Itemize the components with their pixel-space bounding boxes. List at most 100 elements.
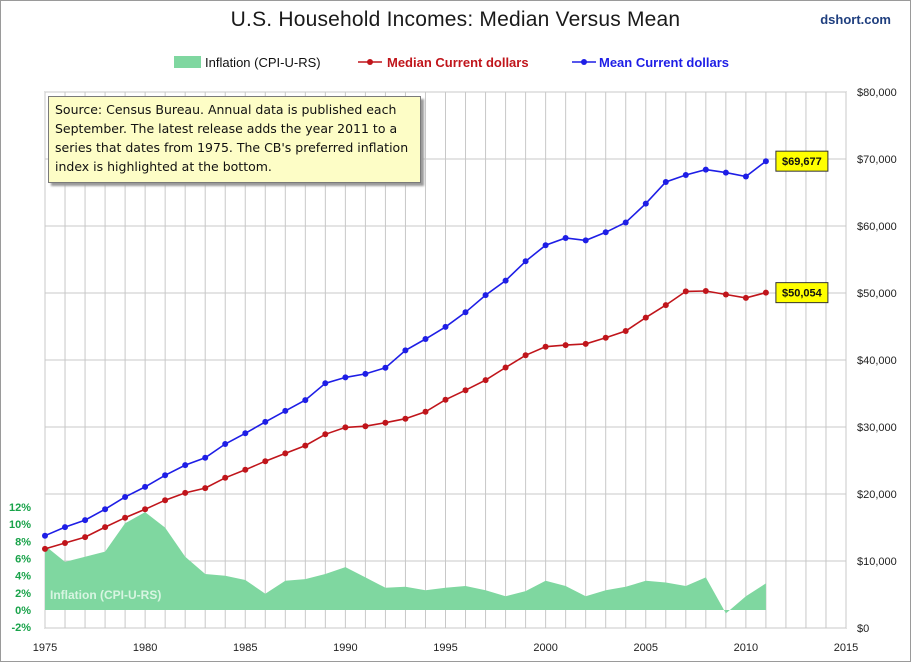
x-tick-label: 2000 [533,642,557,654]
median-point [622,328,629,334]
legend-swatch-inflation [174,56,201,68]
legend-marker-median [367,59,373,65]
median-point [602,334,609,341]
x-tick-label: 2010 [734,642,758,654]
x-tick-label: 2015 [834,642,858,654]
median-point [102,524,109,531]
median-point [142,506,149,513]
y-left-tick-label: 4% [15,571,31,583]
mean-callout-label: $69,677 [782,156,822,168]
inflation-area [45,512,766,614]
median-point [642,314,649,321]
median-point [82,534,89,541]
median-point [322,431,329,438]
mean-point [202,454,209,461]
mean-point [542,242,549,249]
chart-title: U.S. Household Incomes: Median Versus Me… [230,8,681,31]
mean-point [182,462,189,469]
mean-point [582,237,589,244]
median-point [722,291,729,298]
mean-point [342,374,349,381]
median-point [162,497,169,504]
mean-point [42,532,48,539]
mean-point [362,370,369,377]
median-point [422,408,429,415]
legend-label-median: Median Current dollars [387,55,529,70]
y-right-tick-label: $70,000 [857,154,897,166]
mean-point [562,235,569,241]
mean-point [142,483,149,490]
y-left-tick-label: 0% [15,605,31,617]
median-callout-label: $50,054 [782,288,823,300]
mean-point [602,229,609,236]
mean-point [382,364,389,371]
mean-point [442,323,449,330]
median-point [522,352,529,359]
mean-point [762,158,769,165]
legend-label-mean: Mean Current dollars [599,55,729,70]
mean-point [302,397,309,404]
legend-label-inflation: Inflation (CPI-U-RS) [205,55,321,70]
mean-point [642,200,649,207]
median-point [402,415,409,422]
median-point [282,450,289,457]
median-point [302,442,309,449]
mean-callout-box [775,150,829,172]
median-point [742,294,749,301]
median-point [502,364,509,371]
median-point [222,474,229,481]
x-tick-label: 1980 [133,642,157,654]
mean-point [122,494,129,500]
median-point [342,424,349,431]
y-right-tick-label: $30,000 [857,422,897,434]
mean-point [722,169,729,176]
mean-point [462,309,469,316]
mean-point [222,441,229,447]
median-point [42,545,48,552]
median-point [542,343,549,350]
median-point [702,288,709,294]
y-right-tick-label: $0 [857,623,869,635]
mean-point [102,506,109,513]
mean-point [422,336,429,342]
mean-point [162,472,169,479]
y-right-tick-label: $40,000 [857,355,897,367]
median-point [762,289,769,296]
y-left-tick-label: 12% [9,502,31,514]
y-left-tick-label: 2% [15,588,31,600]
source-note: Source: Census Bureau. Annual data is pu… [48,96,421,183]
inflation-area-label: Inflation (CPI-U-RS) [50,588,161,602]
median-point [382,419,389,426]
x-tick-label: 1990 [333,642,357,654]
median-point [482,377,489,384]
median-point [362,423,369,430]
y-right-tick-label: $50,000 [857,288,897,300]
median-point [262,458,269,465]
x-tick-label: 1985 [233,642,257,654]
mean-point [662,179,669,185]
mean-point [322,380,329,387]
median-point [582,340,589,347]
mean-point [82,517,89,524]
median-point [202,485,209,492]
mean-point [282,407,289,414]
mean-point [742,173,749,180]
legend-marker-mean [581,59,587,65]
y-left-tick-label: 6% [15,554,31,566]
mean-point [622,219,629,226]
median-point [442,396,449,403]
y-right-tick-label: $10,000 [857,556,897,568]
mean-point [502,277,509,284]
median-point [122,514,129,521]
y-left-tick-label: -2% [11,622,31,634]
brand-label: dshort.com [820,12,891,27]
mean-point [482,292,489,299]
y-right-tick-label: $20,000 [857,489,897,501]
mean-point [402,347,409,354]
median-point [682,288,689,295]
median-point [242,466,249,473]
y-left-tick-label: 10% [9,519,31,531]
mean-point [62,524,68,531]
x-tick-label: 2005 [634,642,658,654]
mean-point [682,172,689,178]
